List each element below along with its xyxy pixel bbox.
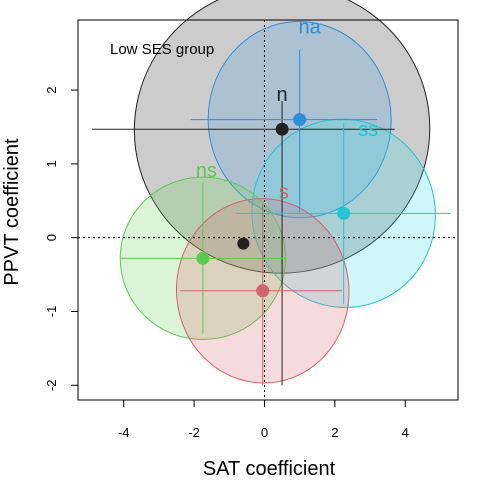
point-ss: [337, 206, 351, 220]
group-label-na: na: [299, 16, 322, 38]
y-tick-label-1: -1: [44, 306, 59, 318]
point-n: [275, 122, 289, 136]
x-tick-label-2: 0: [261, 425, 268, 440]
x-tick-label-4: 4: [402, 425, 409, 440]
y-tick-label-0: -2: [44, 379, 59, 391]
group-label-ss: ss: [358, 119, 378, 141]
point-grand-mean: [237, 237, 250, 250]
label-layer: n na ss ns s: [196, 16, 378, 203]
y-tick-label-3: 1: [44, 160, 59, 167]
x-tick-label-1: -2: [188, 425, 200, 440]
point-s: [256, 284, 270, 298]
y-tick-label-2: 0: [44, 234, 59, 241]
x-tick-label-0: -4: [118, 425, 130, 440]
x-axis-label: SAT coefficient: [203, 458, 336, 480]
group-label-n: n: [277, 84, 288, 106]
ellipse-layer: [119, 0, 436, 384]
point-na: [293, 113, 307, 127]
axes-layer: -4 -2 0 2 4 -2 -1 0 1 2: [44, 19, 459, 440]
plot-frame: [77, 19, 459, 401]
y-tick-label-4: 2: [44, 86, 59, 93]
annotation-text: Low SES group: [110, 41, 214, 58]
point-ns: [196, 251, 210, 265]
reference-lines: [78, 20, 458, 400]
y-axis-label: PPVT coefficient: [1, 138, 23, 286]
group-label-s: s: [279, 182, 289, 204]
x-tick-label-3: 2: [331, 425, 338, 440]
group-label-ns: ns: [196, 160, 217, 182]
point-layer: [196, 113, 351, 298]
